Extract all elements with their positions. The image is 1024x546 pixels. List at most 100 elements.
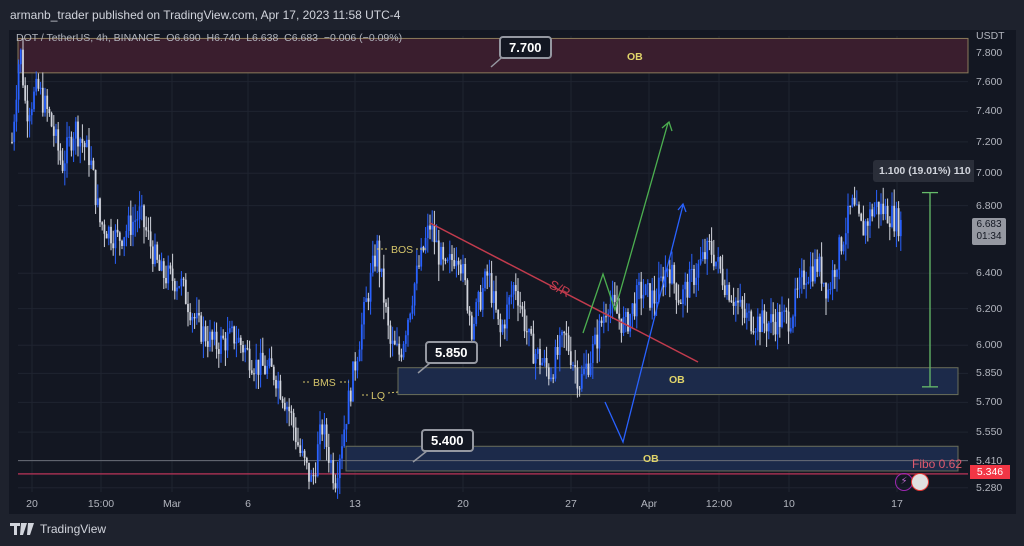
candle-body <box>182 278 185 280</box>
candle-body <box>305 457 308 463</box>
time-tick: 17 <box>891 498 903 510</box>
candle-body <box>611 294 614 305</box>
candle-body <box>336 478 339 489</box>
candle-body <box>770 314 772 323</box>
candle-body <box>66 137 68 164</box>
candle-body <box>215 331 218 350</box>
chart-frame[interactable] <box>9 30 1016 514</box>
callout-7700[interactable]: 7.700 <box>499 36 552 59</box>
candle-body <box>233 326 236 344</box>
time-tick: 10 <box>783 498 795 510</box>
candle-body <box>800 270 803 278</box>
publisher-line: armanb_trader published on TradingView.c… <box>10 8 401 22</box>
green-projection <box>582 122 669 334</box>
candle-body <box>798 277 801 289</box>
candle-body <box>840 237 843 252</box>
candle-body <box>178 286 181 288</box>
candle-body <box>389 325 392 344</box>
candle-body <box>633 303 636 317</box>
candle-body <box>558 335 561 355</box>
candle-body <box>457 260 460 265</box>
candle-body <box>873 207 876 217</box>
candle-body <box>347 390 350 425</box>
candle-body <box>743 308 746 318</box>
candle-body <box>459 264 462 274</box>
candle-body <box>431 225 434 230</box>
candle-body <box>63 163 66 171</box>
candle-body <box>580 374 583 389</box>
candle-body <box>68 136 71 138</box>
candle-body <box>734 300 737 306</box>
candle-body <box>292 412 295 428</box>
candle-body <box>224 338 227 351</box>
candle-body <box>418 265 420 267</box>
candle-body <box>455 260 458 267</box>
candle-body <box>556 347 559 355</box>
candle-body <box>334 483 337 489</box>
candle-body <box>314 475 317 477</box>
candle-body <box>310 475 313 482</box>
candle-body <box>424 237 427 251</box>
measure-label[interactable]: 1.100 (19.01%) 110 <box>873 160 974 182</box>
candle-body <box>486 271 489 276</box>
candle-body <box>193 316 196 319</box>
candle-body <box>765 323 768 332</box>
candle-body <box>380 268 383 272</box>
candle-body <box>627 311 629 332</box>
candle-body <box>72 138 75 151</box>
candle-body <box>112 243 115 249</box>
candle-body <box>745 312 748 318</box>
candle-body <box>169 265 172 269</box>
candle-body <box>860 213 863 221</box>
candle-body <box>622 316 625 333</box>
candle-body <box>202 326 205 342</box>
candle-body <box>308 462 310 482</box>
candle-body <box>578 388 581 390</box>
candle-body <box>811 266 814 282</box>
candle-body <box>792 316 794 329</box>
candle-body <box>156 244 159 260</box>
fibo-label: Fibo 0.62 <box>912 457 963 471</box>
time-tick: 15:00 <box>87 498 115 510</box>
candle-body <box>44 95 46 113</box>
time-axis[interactable]: 20 15:00 Mar 6 13 20 27 Apr 12:00 10 17 <box>9 492 968 514</box>
candle-body <box>11 141 13 143</box>
candle-body <box>74 121 77 139</box>
candle-body <box>167 265 170 284</box>
candle-body <box>660 276 662 278</box>
candle-body <box>635 285 638 317</box>
candle-body <box>288 406 291 412</box>
candle-body <box>893 205 896 232</box>
candle-body <box>785 310 788 312</box>
candle-body <box>688 269 691 298</box>
candle-body <box>684 281 687 290</box>
candle-body <box>468 310 471 316</box>
candle-body <box>565 333 568 336</box>
candle-body <box>503 324 506 329</box>
candle-body <box>844 233 847 245</box>
candle-body <box>492 291 495 303</box>
candle-body <box>671 264 673 284</box>
us-flag-event-icon[interactable] <box>911 473 929 491</box>
callout-5400[interactable]: 5.400 <box>421 429 474 452</box>
candle-body <box>358 349 361 362</box>
candle-body <box>712 254 715 267</box>
time-tick: 13 <box>349 498 361 510</box>
candle-body <box>244 348 247 353</box>
candle-body <box>783 310 786 312</box>
candle-body <box>717 257 720 262</box>
footer-brand[interactable]: TradingView <box>10 522 106 536</box>
candle-body <box>602 316 605 323</box>
candle-body <box>136 219 139 221</box>
candle-body <box>871 209 874 217</box>
candle-body <box>114 229 117 249</box>
price-axis[interactable]: USDT 7.800 7.600 7.400 7.200 7.000 6.800 6.400… <box>968 30 1016 494</box>
candle-body <box>690 268 693 270</box>
candle-body <box>550 377 552 380</box>
candle-body <box>173 281 176 292</box>
callout-5850[interactable]: 5.850 <box>425 341 478 364</box>
candle-body <box>105 233 108 239</box>
candle-body <box>585 363 588 369</box>
candle-body <box>833 270 836 277</box>
